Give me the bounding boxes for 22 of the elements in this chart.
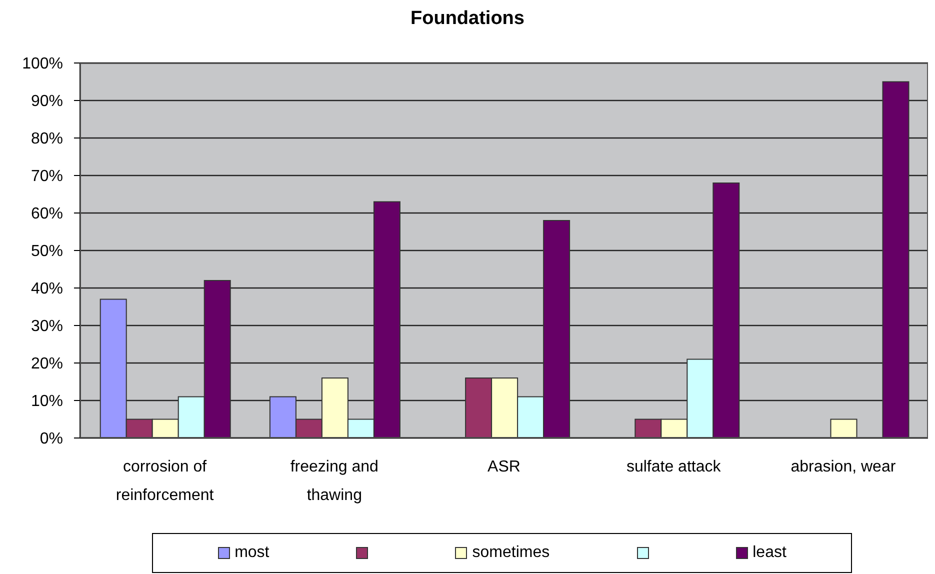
- y-tick-label: 30%: [30, 318, 63, 336]
- bar: [882, 81, 910, 438]
- y-tick-label: 90%: [30, 93, 63, 110]
- y-tick-label: 80%: [30, 130, 63, 148]
- y-tick-label: 60%: [30, 206, 63, 223]
- y-tick-label: 10%: [30, 393, 63, 410]
- y-tick-label: 40%: [30, 280, 63, 298]
- legend-label: most: [234, 544, 270, 562]
- y-tick-label: 70%: [30, 168, 63, 186]
- x-tick-label: ASR: [488, 458, 520, 476]
- y-tick-label: 100%: [22, 56, 63, 73]
- y-tick-label: 0%: [40, 430, 63, 448]
- x-tick-label: freezing and thawing: [290, 458, 378, 504]
- legend-label: sometimes: [472, 544, 550, 562]
- legend-label: least: [752, 544, 786, 562]
- chart-title: Foundations: [410, 8, 526, 30]
- y-tick-label: 50%: [30, 243, 63, 260]
- y-tick-label: 20%: [30, 356, 63, 373]
- x-tick-label: abrasion, wear: [790, 458, 896, 476]
- bar: [830, 418, 858, 438]
- x-tick-label: sulfate attack: [626, 458, 722, 476]
- x-tick-label: corrosion of reinforcement: [116, 458, 214, 504]
